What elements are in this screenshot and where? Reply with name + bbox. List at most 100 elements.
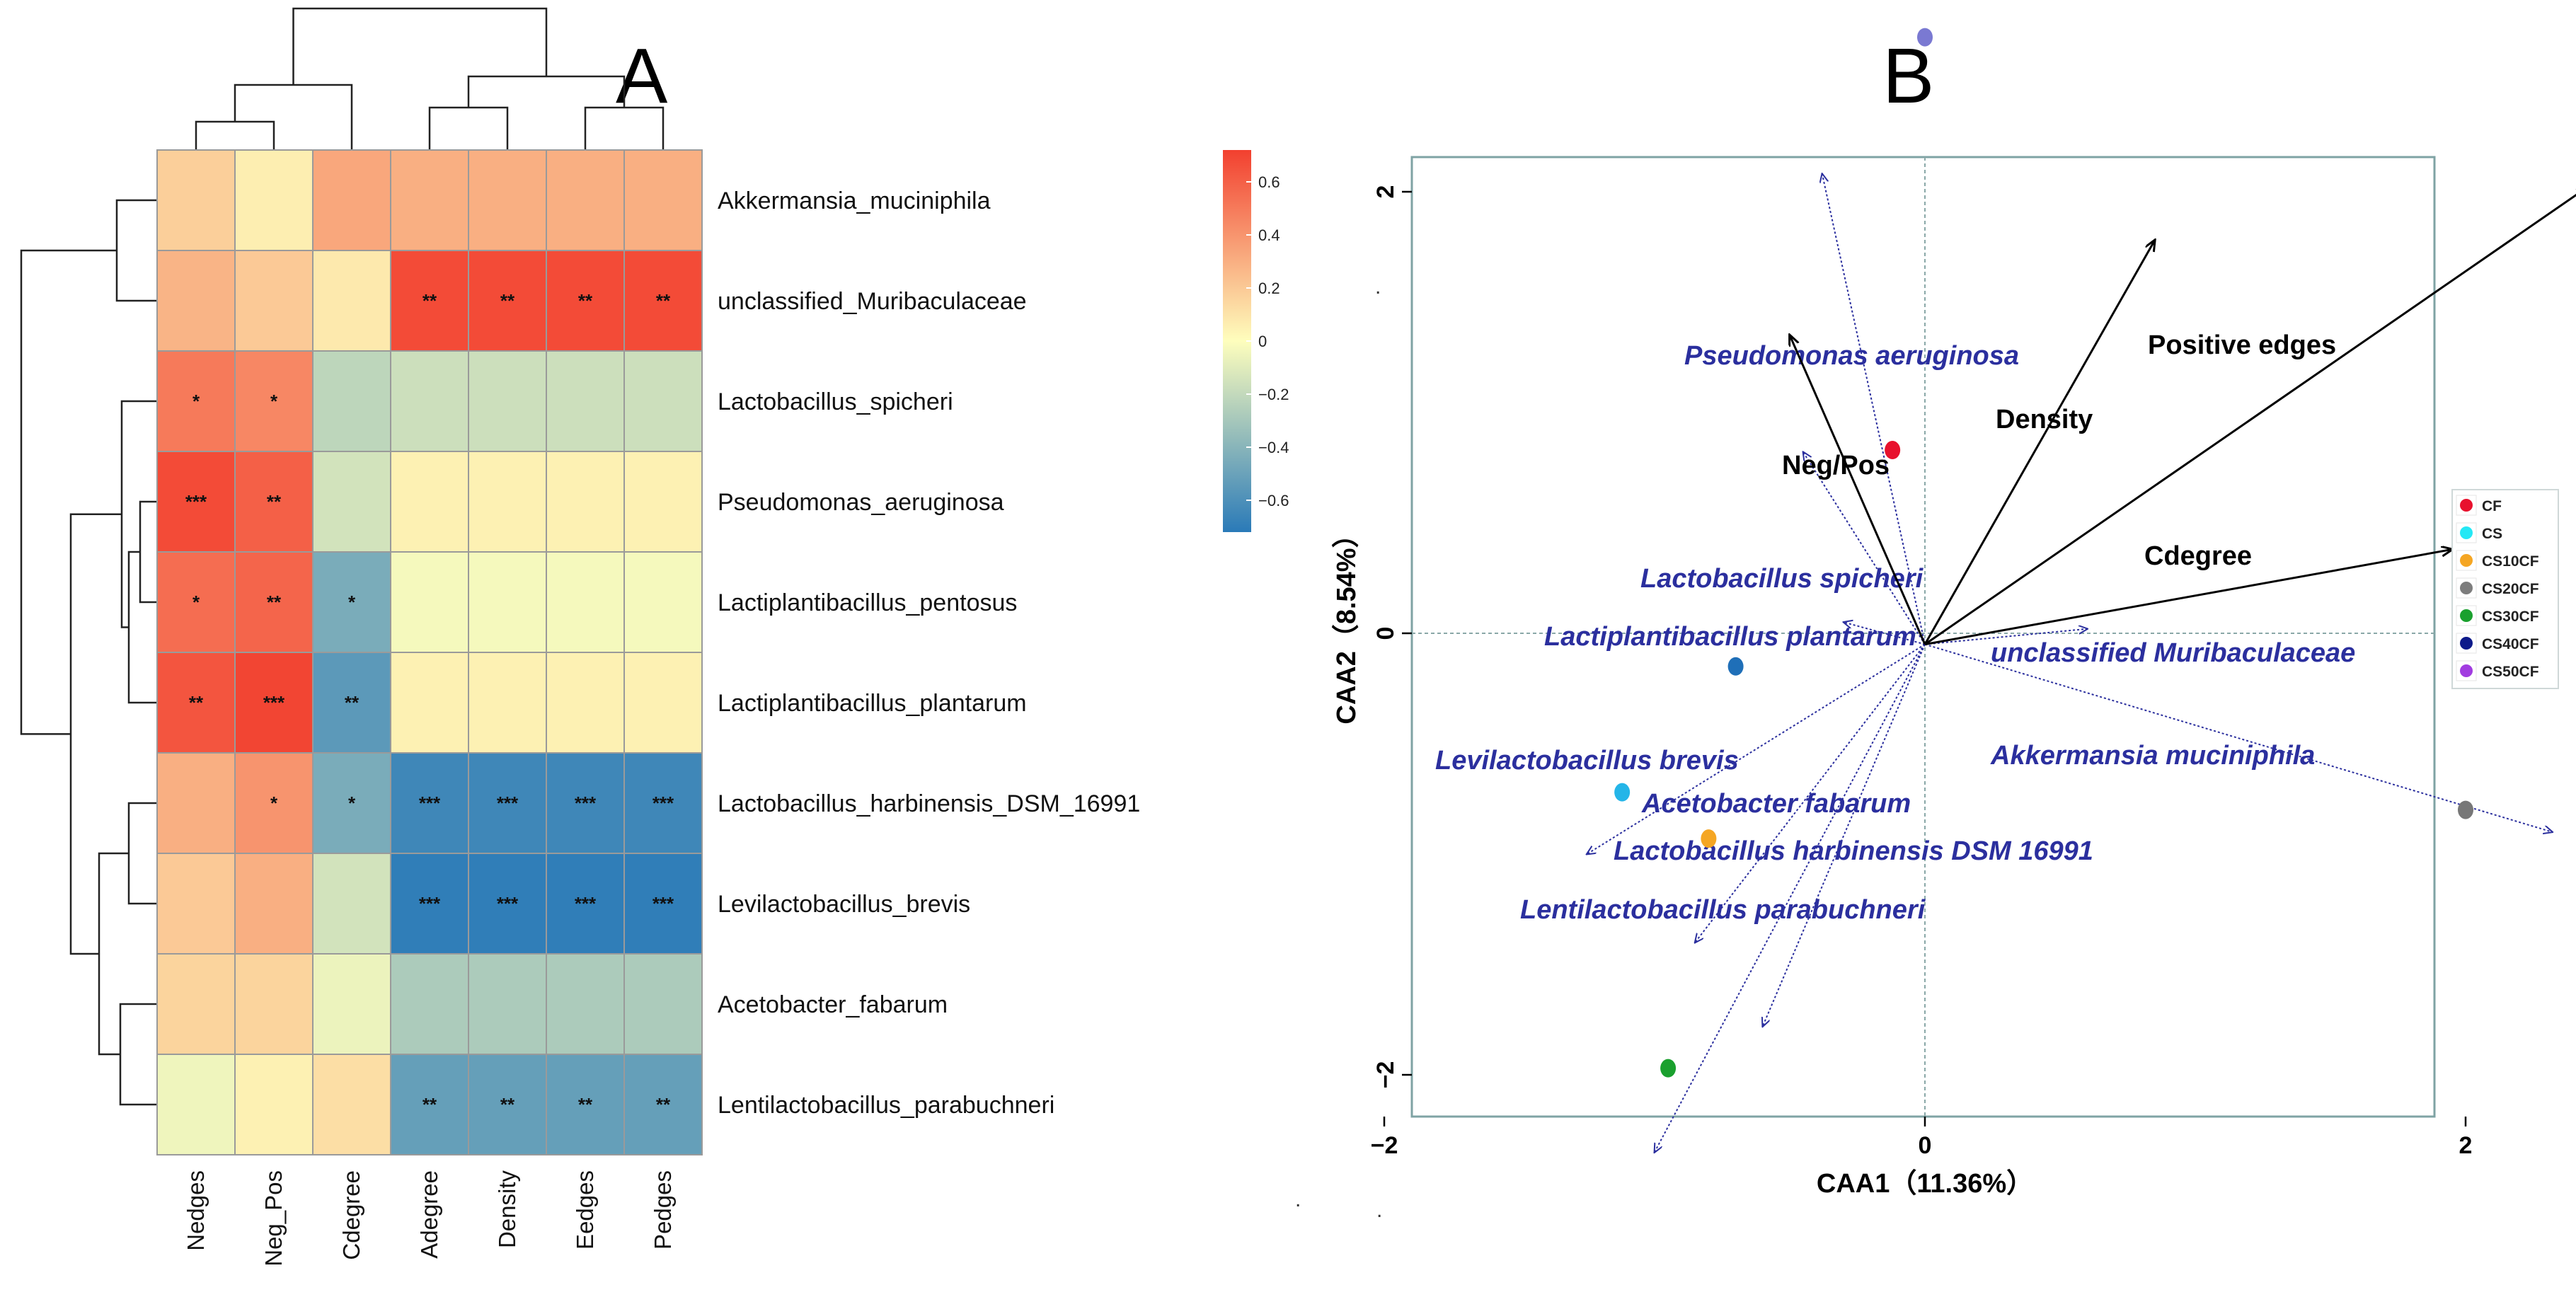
heatmap-cell (390, 953, 469, 1055)
heatmap-cell (156, 1054, 236, 1155)
significance-mark: ** (578, 1094, 593, 1115)
dendrogram-branch (20, 249, 117, 735)
sample-point (1727, 657, 1744, 676)
environment-arrow (1924, 241, 2155, 645)
legend-swatch (2460, 609, 2473, 622)
heatmap-cell (156, 953, 236, 1055)
heatmap-cell (468, 1054, 547, 1155)
heatmap-cell (234, 1054, 314, 1155)
sample-point (1917, 28, 1933, 47)
sample-points (1614, 28, 2473, 1078)
legend-swatch (2460, 582, 2473, 594)
heatmap-cell (546, 250, 625, 352)
colorbar-tick-label: 0.6 (1258, 173, 1280, 191)
legend: CF CS CS10CF CS20CF CS30CF CS40CF CS50CF (2451, 489, 2559, 689)
heatmap-cell (623, 953, 703, 1055)
heatmap-row-label: Lentilactobacillus_parabuchneri (718, 1092, 1054, 1119)
species-arrow-label: Lentilactobacillus parabuchneri (1520, 895, 1926, 925)
heatmap-cell (546, 1054, 625, 1155)
heatmap-column-labels: Nedges Neg_Pos Cdegree Adegree Density Eedges… (183, 1170, 676, 1267)
species-arrow (1763, 644, 1926, 1027)
environment-arrow-label: Neg/Pos (1782, 451, 1890, 480)
heatmap-row-label: Lactobacillus_harbinensis_DSM_16991 (718, 790, 1140, 817)
sample-point (1614, 783, 1631, 802)
significance-mark: ** (267, 491, 282, 512)
row-dendrogram (20, 199, 157, 1106)
heatmap-row-label: unclassified_Muribaculaceae (718, 288, 1027, 315)
heatmap-cell (234, 652, 314, 754)
heatmap-cell (390, 451, 469, 553)
heatmap-row-label: Pseudomonas_aeruginosa (718, 489, 1004, 516)
sample-point (1885, 441, 1901, 460)
significance-mark: *** (419, 792, 441, 814)
heatmap-cell (234, 853, 314, 955)
heatmap-cell (468, 953, 547, 1055)
significance-mark: *** (575, 893, 597, 914)
legend-swatch (2460, 637, 2473, 650)
heatmap-cell (468, 652, 547, 754)
x-axis-label: CAA1（11.36%） (1817, 1169, 2033, 1199)
heatmap-cell (468, 451, 547, 553)
heatmap-cell (546, 953, 625, 1055)
species-arrows: Pseudomonas aeruginosa Lactobacillus spic… (1435, 174, 2552, 1152)
species-arrow (1822, 174, 1926, 645)
heatmap-cell (623, 350, 703, 452)
panel-b-label: B (1882, 33, 1934, 120)
significance-mark: * (270, 391, 278, 412)
heatmap-column-label: Adegree (416, 1170, 442, 1259)
x-tick-label: 2 (2459, 1132, 2473, 1159)
species-arrow (1695, 643, 1926, 943)
legend-swatch (2460, 499, 2473, 512)
colorbar: 0.6 0.4 0.2 0 −0.2 −0.4 −0.6 (1223, 150, 1289, 532)
heatmap-column-label: Pedges (650, 1170, 676, 1250)
heatmap-cell (390, 350, 469, 452)
ordination-panel: B −2 0 2 −2 0 2 CAA1（11.36%） CAA2（8.54%） Pseu… (1295, 28, 2576, 1222)
significance-mark: ** (500, 290, 515, 311)
environment-arrow (1924, 549, 2452, 646)
heatmap-cell (156, 652, 236, 754)
heatmap-cell (234, 551, 314, 653)
species-arrow-label: Lactobacillus harbinensis DSM 16991 (1614, 836, 2093, 866)
species-arrow (1924, 643, 2552, 832)
heatmap-row-label: Akkermansia_muciniphila (718, 188, 991, 214)
heatmap-cell (623, 853, 703, 955)
legend-label: CF (2482, 498, 2502, 514)
significance-mark: ** (578, 290, 593, 311)
heatmap-row-label: Lactobacillus_spicheri (718, 388, 953, 415)
legend-key (2456, 550, 2477, 571)
heatmap-cell (623, 250, 703, 352)
species-arrow-label: Pseudomonas aeruginosa (1684, 341, 2019, 371)
heatmap-row-label: Lactiplantibacillus_pentosus (718, 589, 1017, 616)
heatmap-cell (546, 752, 625, 854)
heatmap-cell (468, 853, 547, 955)
significance-mark: *** (419, 893, 441, 914)
heatmap-cell (468, 551, 547, 653)
heatmap-cell (156, 551, 236, 653)
column-dendrogram (195, 7, 665, 150)
heatmap-column-label: Nedges (183, 1170, 209, 1251)
significance-mark: ** (422, 290, 437, 311)
significance-mark: * (348, 592, 356, 613)
heatmap-column-label: Eedges (572, 1170, 598, 1250)
heatmap-cell (390, 752, 469, 854)
environment-arrow (1790, 335, 1926, 645)
heatmap-cell (623, 451, 703, 553)
significance-mark: * (270, 792, 278, 814)
heatmap-cell (312, 953, 391, 1055)
heatmap-column-label: Neg_Pos (260, 1170, 287, 1267)
heatmap-cell (156, 451, 236, 553)
heatmap-row-label: Acetobacter_fabarum (718, 991, 948, 1018)
colorbar-tick-label: 0 (1258, 333, 1267, 350)
significance-mark: * (348, 792, 356, 814)
species-arrow-label: Akkermansia muciniphila (1990, 741, 2315, 771)
heatmap-cell (312, 752, 391, 854)
heatmap-cell (546, 451, 625, 553)
sample-point (2458, 800, 2473, 819)
dendrogram-branch (292, 7, 548, 85)
heatmap-cell (234, 752, 314, 854)
significance-mark: *** (497, 792, 519, 814)
colorbar-tick-label: 0.2 (1258, 279, 1280, 297)
axis-ticks: −2 0 2 −2 0 2 (1371, 185, 2473, 1159)
heatmap-cell (623, 752, 703, 854)
